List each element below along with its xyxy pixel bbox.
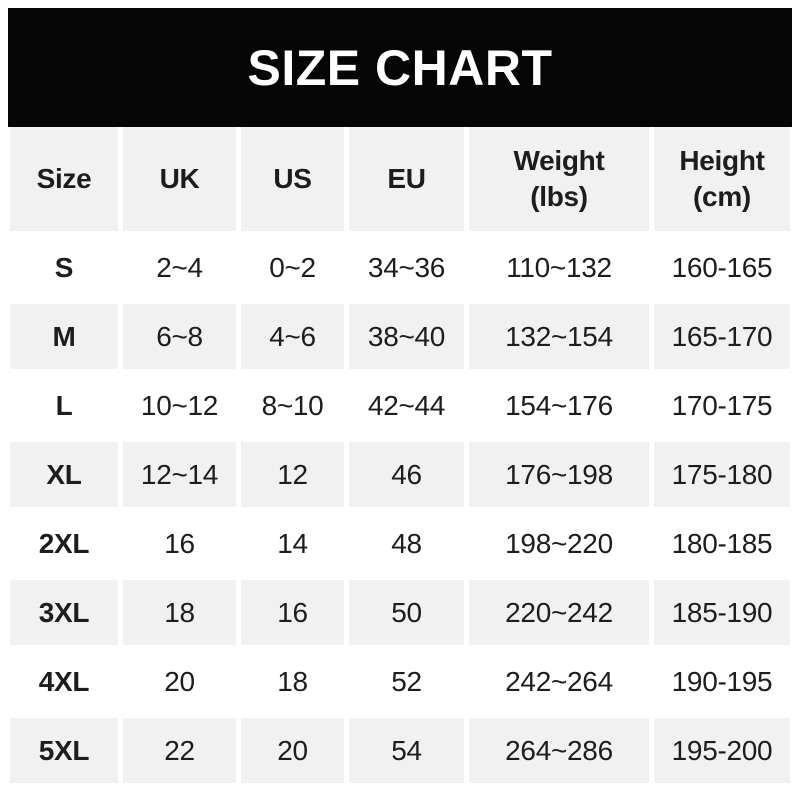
cell-eu: 48 [349,511,464,576]
cell-size: 3XL [10,580,118,645]
header-cell-weight: Weight (lbs) [469,127,649,231]
header-cell-uk: UK [123,127,236,231]
header-label: UK [159,163,200,194]
cell-weight: 242~264 [469,649,649,714]
cell-size: XL [10,442,118,507]
cell-uk: 2~4 [123,235,236,300]
header-label: US [273,163,312,194]
table-row-l: L 10~12 8~10 42~44 154~176 170-175 [10,373,790,438]
cell-weight: 220~242 [469,580,649,645]
header-cell-size: Size [10,127,118,231]
cell-height: 190-195 [654,649,790,714]
cell-height: 175-180 [654,442,790,507]
cell-eu: 34~36 [349,235,464,300]
table-row-xl: XL 12~14 12 46 176~198 175-180 [10,442,790,507]
cell-eu: 50 [349,580,464,645]
cell-eu: 46 [349,442,464,507]
table-row-4xl: 4XL 20 18 52 242~264 190-195 [10,649,790,714]
cell-us: 16 [241,580,344,645]
cell-height: 195-200 [654,718,790,783]
cell-height: 180-185 [654,511,790,576]
header-cell-height: Height (cm) [654,127,790,231]
header-row: Size UK US EU Weight (lbs) Height (cm) [10,127,790,231]
cell-weight: 132~154 [469,304,649,369]
cell-size: M [10,304,118,369]
table-body: S 2~4 0~2 34~36 110~132 160-165 M 6~8 4~… [10,235,790,783]
cell-us: 14 [241,511,344,576]
header-label: Weight [513,145,605,176]
cell-weight: 154~176 [469,373,649,438]
cell-size: 5XL [10,718,118,783]
cell-uk: 18 [123,580,236,645]
page-title: SIZE CHART [247,39,553,96]
cell-height: 170-175 [654,373,790,438]
cell-eu: 38~40 [349,304,464,369]
cell-uk: 6~8 [123,304,236,369]
cell-eu: 42~44 [349,373,464,438]
cell-us: 20 [241,718,344,783]
cell-us: 4~6 [241,304,344,369]
cell-uk: 22 [123,718,236,783]
cell-uk: 10~12 [123,373,236,438]
cell-size: L [10,373,118,438]
cell-height: 165-170 [654,304,790,369]
cell-size: 4XL [10,649,118,714]
cell-us: 8~10 [241,373,344,438]
header-label: EU [387,163,426,194]
cell-uk: 16 [123,511,236,576]
cell-weight: 110~132 [469,235,649,300]
cell-eu: 54 [349,718,464,783]
cell-height: 160-165 [654,235,790,300]
cell-weight: 264~286 [469,718,649,783]
cell-weight: 198~220 [469,511,649,576]
table-row-5xl: 5XL 22 20 54 264~286 195-200 [10,718,790,783]
cell-size: 2XL [10,511,118,576]
table-header: Size UK US EU Weight (lbs) Height (cm) [10,127,790,231]
cell-eu: 52 [349,649,464,714]
header-sublabel: (lbs) [530,181,588,212]
header-cell-eu: EU [349,127,464,231]
cell-size: S [10,235,118,300]
cell-height: 185-190 [654,580,790,645]
header-label: Height [679,145,765,176]
table-row-3xl: 3XL 18 16 50 220~242 185-190 [10,580,790,645]
title-banner: SIZE CHART [8,8,792,127]
table-row-m: M 6~8 4~6 38~40 132~154 165-170 [10,304,790,369]
cell-us: 12 [241,442,344,507]
cell-uk: 12~14 [123,442,236,507]
cell-us: 0~2 [241,235,344,300]
header-sublabel: (cm) [693,181,751,212]
table-row-s: S 2~4 0~2 34~36 110~132 160-165 [10,235,790,300]
header-cell-us: US [241,127,344,231]
cell-us: 18 [241,649,344,714]
table-row-2xl: 2XL 16 14 48 198~220 180-185 [10,511,790,576]
cell-weight: 176~198 [469,442,649,507]
header-label: Size [36,163,92,194]
cell-uk: 20 [123,649,236,714]
size-table: Size UK US EU Weight (lbs) Height (cm) [5,123,795,787]
